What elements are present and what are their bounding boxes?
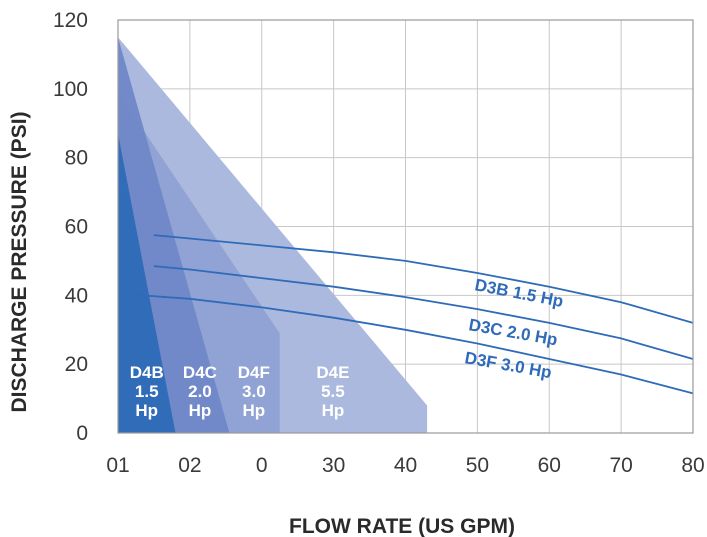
x-tick-label: 01 bbox=[106, 454, 129, 477]
y-axis-title: DISCHARGE PRESSURE (PSI) bbox=[8, 111, 31, 412]
region-label-d4b-1-5-hp: Hp bbox=[135, 401, 158, 420]
regions bbox=[118, 37, 428, 434]
y-tick-label: 80 bbox=[65, 147, 88, 170]
region-label-d4f-3-0-hp: Hp bbox=[243, 401, 266, 420]
curve-label-d3f-3-0-hp: D3F 3.0 Hp bbox=[463, 348, 553, 382]
plot-border bbox=[117, 19, 694, 434]
y-tick-label: 120 bbox=[53, 9, 88, 32]
curve-d3c-2-0-hp bbox=[153, 265, 694, 360]
region-label-d4b-1-5-hp: D4B bbox=[130, 363, 164, 382]
y-tick-label: 100 bbox=[53, 78, 88, 101]
region-d4b-1-5-hp bbox=[118, 133, 176, 433]
y-tick-label: 40 bbox=[65, 284, 88, 307]
y-tick-labels: 0 20 40 60 80 100 120 bbox=[53, 9, 88, 445]
x-axis-title: FLOW RATE (US GPM) bbox=[289, 515, 515, 537]
x-tick-label: 02 bbox=[178, 454, 201, 477]
x-tick-label: 30 bbox=[322, 454, 345, 477]
x-tick-label: 0 bbox=[256, 454, 268, 477]
plot-frame bbox=[117, 19, 694, 434]
region-label-d4e-5-5-hp: 5.5 bbox=[321, 382, 345, 401]
x-tick-label: 80 bbox=[681, 454, 704, 477]
y-tick-label: 20 bbox=[65, 353, 88, 376]
region-label-d4c-2-0-hp: D4C bbox=[183, 363, 217, 382]
region-label-d4c-2-0-hp: 2.0 bbox=[188, 382, 212, 401]
y-tick-label: 60 bbox=[65, 216, 88, 239]
region-label-d4e-5-5-hp: Hp bbox=[322, 401, 345, 420]
y-tick-label: 0 bbox=[76, 422, 88, 445]
x-tick-label: 50 bbox=[466, 454, 489, 477]
curves bbox=[117, 234, 694, 395]
region-label-d4f-3-0-hp: D4F bbox=[238, 363, 270, 382]
curve-d3b-1-5-hp bbox=[153, 234, 694, 324]
region-label-d4e-5-5-hp: D4E bbox=[316, 363, 349, 382]
curve-d3f-3-0-hp bbox=[117, 292, 694, 395]
region-label-d4b-1-5-hp: 1.5 bbox=[135, 382, 159, 401]
x-tick-labels: 01 02 0 30 40 50 60 70 80 bbox=[106, 454, 704, 477]
x-tick-label: 40 bbox=[394, 454, 417, 477]
x-tick-label: 60 bbox=[538, 454, 561, 477]
region-label-d4c-2-0-hp: Hp bbox=[189, 401, 212, 420]
x-tick-label: 70 bbox=[609, 454, 632, 477]
region-label-d4f-3-0-hp: 3.0 bbox=[242, 382, 266, 401]
